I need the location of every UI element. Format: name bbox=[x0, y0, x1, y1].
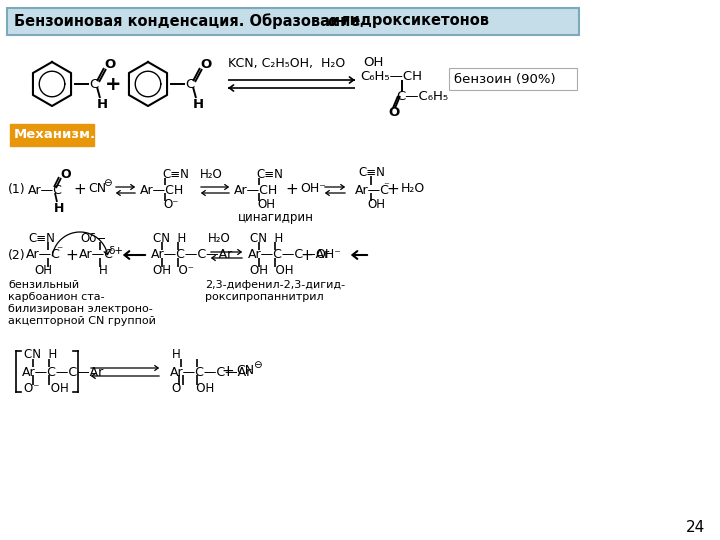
Text: H: H bbox=[97, 98, 108, 111]
Text: 24: 24 bbox=[685, 521, 705, 536]
Text: +: + bbox=[301, 247, 313, 262]
Text: C≡N: C≡N bbox=[162, 167, 189, 180]
Text: 2,3-дифенил-2,3-дигид-: 2,3-дифенил-2,3-дигид- bbox=[205, 280, 345, 290]
Text: C: C bbox=[185, 78, 194, 91]
Text: O⁻: O⁻ bbox=[163, 198, 179, 211]
Text: (1): (1) bbox=[8, 184, 26, 197]
Text: Ar—C: Ar—C bbox=[355, 184, 390, 197]
Text: Oδ−: Oδ− bbox=[80, 232, 107, 245]
Text: билизирован электроно-: билизирован электроно- bbox=[8, 304, 153, 314]
Text: α: α bbox=[327, 14, 337, 29]
Text: CN  H: CN H bbox=[24, 348, 58, 361]
Text: Ar—C—C—Ar: Ar—C—C—Ar bbox=[22, 366, 104, 379]
Text: O: O bbox=[200, 58, 211, 71]
Text: Ar—C—C—Ar: Ar—C—C—Ar bbox=[170, 366, 252, 379]
Text: ⊖: ⊖ bbox=[103, 178, 112, 188]
Text: C≡N: C≡N bbox=[256, 167, 283, 180]
Text: Ar—CH: Ar—CH bbox=[234, 184, 278, 197]
Text: CN: CN bbox=[88, 183, 106, 195]
Text: ⊖: ⊖ bbox=[253, 360, 262, 370]
Text: карбоанион ста-: карбоанион ста- bbox=[8, 292, 104, 302]
Text: бензоин (90%): бензоин (90%) bbox=[454, 72, 556, 85]
Text: H: H bbox=[172, 348, 181, 361]
Text: роксипропаннитрил: роксипропаннитрил bbox=[205, 292, 323, 302]
Text: CN: CN bbox=[236, 364, 254, 377]
Text: KCN, C₂H₅OH,  H₂O: KCN, C₂H₅OH, H₂O bbox=[228, 57, 346, 71]
Text: OH: OH bbox=[363, 56, 383, 69]
FancyBboxPatch shape bbox=[10, 124, 94, 146]
Text: Ar—C: Ar—C bbox=[79, 248, 114, 261]
FancyBboxPatch shape bbox=[7, 8, 579, 35]
Text: +: + bbox=[387, 183, 400, 198]
Text: CN  H: CN H bbox=[250, 232, 283, 245]
Text: O: O bbox=[104, 58, 115, 71]
Text: OH  OH: OH OH bbox=[250, 264, 294, 276]
Text: O    OH: O OH bbox=[172, 382, 215, 395]
Text: H: H bbox=[54, 201, 64, 214]
Text: (2): (2) bbox=[8, 248, 26, 261]
Text: C≡N: C≡N bbox=[358, 165, 385, 179]
Text: OH: OH bbox=[257, 198, 275, 211]
Text: OH  O⁻: OH O⁻ bbox=[153, 264, 194, 276]
Text: -гидроксикетонов: -гидроксикетонов bbox=[336, 14, 489, 29]
Text: Ar—C—C—Ar: Ar—C—C—Ar bbox=[248, 248, 330, 261]
Text: +: + bbox=[222, 364, 235, 380]
Text: Ar—CH: Ar—CH bbox=[140, 184, 184, 197]
Text: C: C bbox=[89, 78, 98, 91]
Text: OH⁻: OH⁻ bbox=[315, 247, 341, 260]
Text: Бензоиновая конденсация. Образование: Бензоиновая конденсация. Образование bbox=[14, 13, 366, 29]
Text: +: + bbox=[104, 75, 121, 93]
Text: OH: OH bbox=[367, 198, 385, 211]
Text: δ+: δ+ bbox=[108, 246, 123, 256]
FancyBboxPatch shape bbox=[449, 68, 577, 90]
Text: H₂O: H₂O bbox=[200, 167, 222, 180]
Text: OH: OH bbox=[34, 264, 52, 276]
Text: H: H bbox=[193, 98, 204, 111]
Text: CN  H: CN H bbox=[153, 232, 186, 245]
Text: Механизм.: Механизм. bbox=[14, 129, 96, 141]
Text: цинагидрин: цинагидрин bbox=[238, 212, 314, 225]
Text: +: + bbox=[73, 183, 86, 198]
Text: C—C₆H₅: C—C₆H₅ bbox=[396, 90, 448, 103]
Text: O⁻   OH: O⁻ OH bbox=[24, 382, 68, 395]
Text: OH⁻: OH⁻ bbox=[300, 183, 326, 195]
Text: C≡N: C≡N bbox=[28, 232, 55, 245]
Text: H₂O: H₂O bbox=[401, 183, 426, 195]
Text: C₆H₅—CH: C₆H₅—CH bbox=[360, 70, 422, 83]
Text: +: + bbox=[66, 247, 78, 262]
Text: H: H bbox=[99, 264, 108, 276]
Text: O: O bbox=[388, 105, 400, 118]
Text: Ar—C—C—Ar: Ar—C—C—Ar bbox=[151, 248, 233, 261]
Text: O: O bbox=[60, 167, 71, 180]
Text: Ar—C: Ar—C bbox=[28, 184, 63, 197]
Text: ⁻: ⁻ bbox=[56, 245, 62, 258]
Text: акцепторной CN группой: акцепторной CN группой bbox=[8, 316, 156, 326]
Text: H₂O: H₂O bbox=[208, 232, 230, 245]
Text: Ar—C: Ar—C bbox=[26, 248, 61, 261]
Text: ⁻: ⁻ bbox=[383, 181, 389, 191]
Text: бензильный: бензильный bbox=[8, 280, 79, 290]
Text: +: + bbox=[286, 183, 298, 198]
